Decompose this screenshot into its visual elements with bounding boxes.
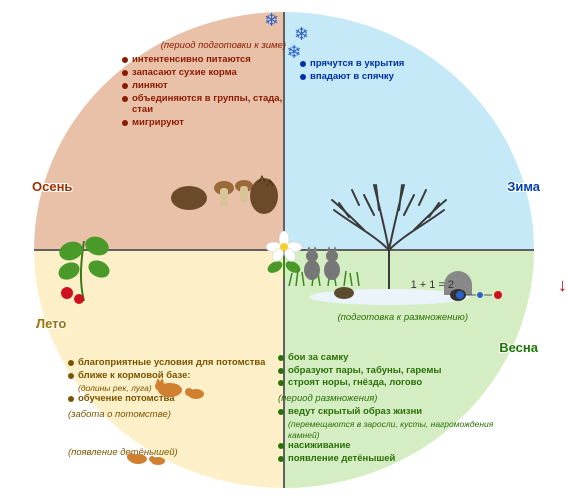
mushrooms-icon [169, 148, 279, 218]
list-item: запасают сухие корма [122, 67, 292, 79]
kittens-icon [124, 443, 174, 469]
heading-autumn: (период подготовки к зиме) [122, 40, 292, 52]
snowflake-icon: ❄ [264, 10, 279, 31]
kittens-icon [154, 370, 214, 402]
list-item: насиживание [278, 440, 508, 452]
seasons-circle: ❄ ❄ ❄ Осень Зима Лето Весна (период подг… [34, 12, 534, 488]
list-item: бои за самку [278, 352, 508, 364]
list-item: объединяются в группы, стада, стаи [122, 93, 292, 117]
list-item: строят норы, гнёзда, логово [278, 377, 508, 389]
label-summer: Лето [36, 316, 66, 331]
note: (забота о потомстве) [68, 409, 298, 421]
list-item: образуют пары, табуны, гаремы [278, 365, 508, 377]
note: (появление детёнышей) [68, 447, 298, 459]
content-spring: (подготовка к размножению) бои за самку … [278, 312, 508, 466]
list-item: мигрируют [122, 117, 292, 129]
list-item: ведут скрытый образ жизни [278, 406, 508, 418]
dots-icon [454, 288, 504, 302]
list-autumn: интентенсивно питаются запасают сухие ко… [122, 54, 292, 129]
list-spring: бои за самку образуют пары, табуны, гаре… [278, 352, 508, 390]
label-winter: Зима [507, 179, 540, 194]
down-arrow-icon: ↓ [558, 275, 567, 296]
list-item: прячутся в укрытия [300, 58, 500, 70]
list-spring-2: ведут скрытый образ жизни [278, 406, 508, 418]
list-spring-3: насиживание появление детёнышей [278, 440, 508, 465]
list-item: появление детёнышей [278, 453, 508, 465]
heading-spring: (подготовка к размножению) [278, 312, 508, 324]
list-item: впадают в спячку [300, 71, 500, 83]
list-item: линяют [122, 80, 292, 92]
label-autumn: Осень [32, 179, 72, 194]
note: (период размножения) [278, 393, 508, 405]
list-item: благоприятные условия для потомства [68, 357, 298, 369]
formula-text: 1 + 1 = 2 [411, 279, 454, 291]
subnote: (перемещаются в заросли, кусты, нагромож… [278, 419, 508, 440]
berry-plant-icon [49, 221, 119, 311]
list-item: интентенсивно питаются [122, 54, 292, 66]
content-winter: прячутся в укрытия впадают в спячку [300, 58, 500, 84]
content-autumn: (период подготовки к зиме) интентенсивно… [122, 40, 292, 130]
cats-icon [284, 238, 364, 288]
list-winter: прячутся в укрытия впадают в спячку [300, 58, 500, 83]
